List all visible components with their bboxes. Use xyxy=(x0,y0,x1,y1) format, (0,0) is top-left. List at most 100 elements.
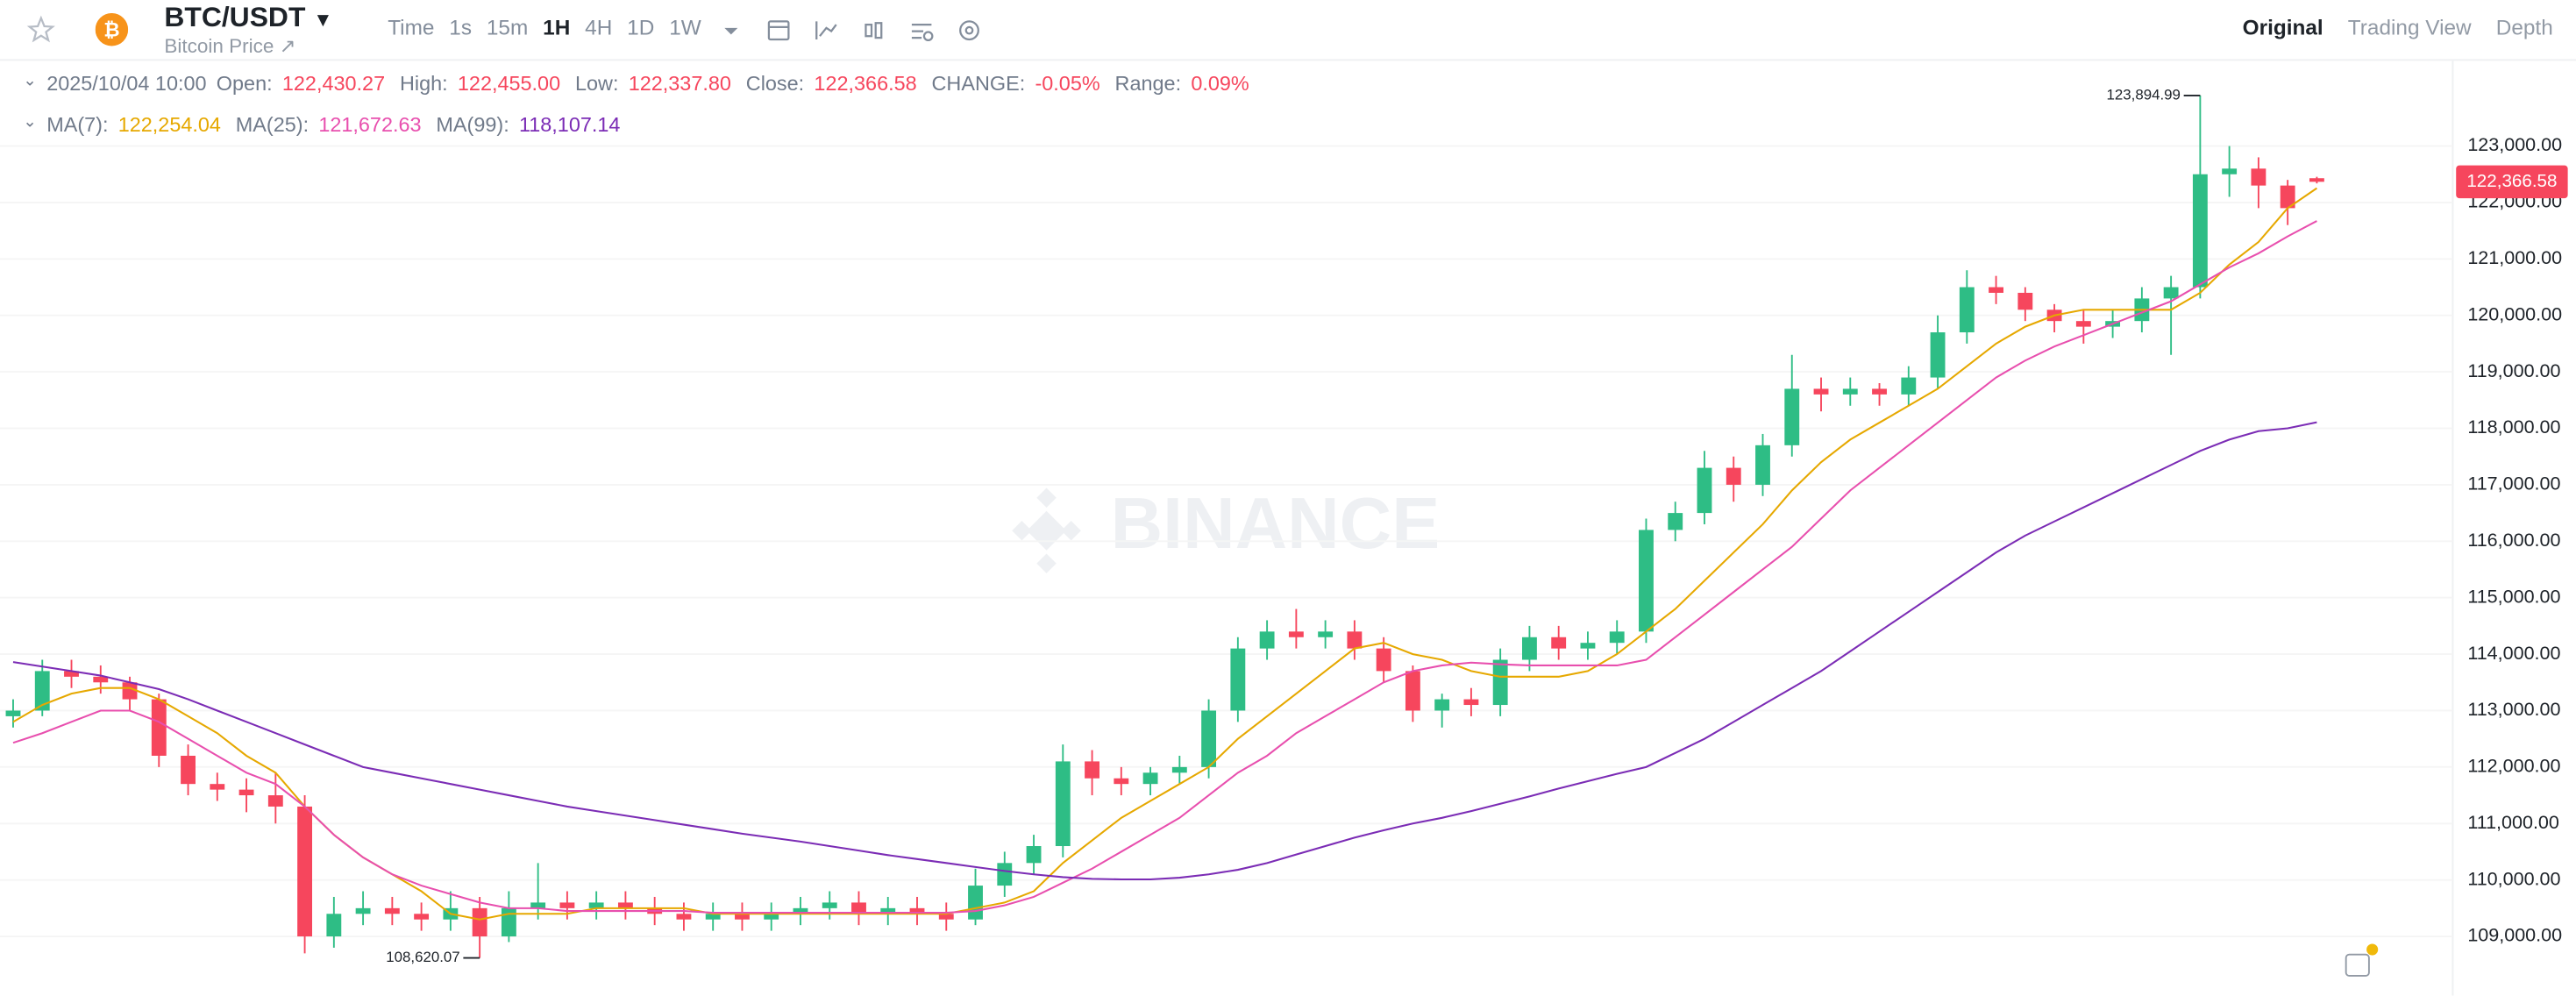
candle-body xyxy=(880,907,896,914)
candle-body xyxy=(1697,467,1712,514)
info-label: Low: xyxy=(574,72,619,96)
candle-body xyxy=(617,902,633,908)
y-tick-label: 109,000.00 xyxy=(2467,925,2562,946)
candle-body xyxy=(909,907,925,914)
ma-value: 121,672.63 xyxy=(318,113,422,137)
info-label: High: xyxy=(399,72,448,96)
info-value: 0.09% xyxy=(1191,72,1249,96)
y-tick-label: 113,000.00 xyxy=(2467,699,2560,720)
candle-body xyxy=(267,795,283,807)
candle-body xyxy=(735,914,750,920)
candle-body xyxy=(414,914,430,920)
view-tab[interactable]: Depth xyxy=(2495,14,2553,39)
candle-body xyxy=(822,902,837,908)
candle-body xyxy=(1405,671,1420,711)
candle-body xyxy=(968,886,983,920)
candle-body xyxy=(1114,778,1129,785)
interval-button[interactable]: 4H xyxy=(585,14,613,39)
candle-body xyxy=(1755,445,1770,485)
info-value: 122,366.58 xyxy=(814,72,917,96)
view-switch: Original Trading View Depth xyxy=(2243,15,2553,39)
ma-value: 118,107.14 xyxy=(518,113,621,137)
candle-body xyxy=(2075,321,2091,327)
y-tick-label: 116,000.00 xyxy=(2467,530,2560,551)
candle-body xyxy=(1055,761,1071,847)
candle-body xyxy=(1347,631,1363,649)
candle-body xyxy=(1551,637,1567,649)
candle-body xyxy=(151,699,167,756)
candle-body xyxy=(1142,772,1158,785)
candle-body xyxy=(93,676,109,683)
candle-body xyxy=(1989,287,2004,293)
candle-body xyxy=(793,907,808,914)
ma-label: MA(25): xyxy=(235,113,310,137)
candle-body xyxy=(1842,388,1858,395)
info-label: Close: xyxy=(745,72,805,96)
high-marker-label: 123,894.99 xyxy=(2107,86,2181,103)
candle-body xyxy=(1230,648,1246,711)
y-tick-label: 119,000.00 xyxy=(2467,360,2560,381)
candle-body xyxy=(1872,388,1887,395)
info-label: Range: xyxy=(1114,72,1182,96)
candle-body xyxy=(2251,168,2266,186)
interval-button[interactable]: 1H xyxy=(543,14,571,39)
y-tick-label: 120,000.00 xyxy=(2467,303,2562,324)
last-price-label: 122,366.58 xyxy=(2466,171,2557,191)
candle-body xyxy=(384,907,400,914)
last-price-tag xyxy=(2456,165,2568,199)
ma-legend: ⌄ MA(7): 122,254.04 MA(25): 121,672.63 MA(99)… xyxy=(23,113,621,137)
candle-body xyxy=(34,671,50,711)
candle-body xyxy=(1201,710,1217,767)
ma-value: 122,254.04 xyxy=(117,113,221,137)
candle-body xyxy=(210,784,225,790)
notes-icon[interactable] xyxy=(2345,943,2379,977)
symbol-text: BTC/USDT xyxy=(164,1,306,33)
y-tick-label: 114,000.00 xyxy=(2467,643,2560,664)
interval-button[interactable]: Time xyxy=(388,14,435,39)
candle-body xyxy=(1492,659,1508,706)
watermark: BINANCE xyxy=(1012,483,1440,573)
candle-body xyxy=(2222,168,2238,174)
svg-text:₿: ₿ xyxy=(103,19,119,41)
candle-body xyxy=(1901,377,1917,395)
candle-body xyxy=(1434,699,1450,711)
candle-body xyxy=(297,806,313,937)
interval-button[interactable]: 1s xyxy=(449,14,473,39)
candle-body xyxy=(1609,631,1625,644)
candle-body xyxy=(1580,643,1596,649)
candle-body xyxy=(1784,388,1800,445)
watermark-text: BINANCE xyxy=(1111,483,1441,564)
info-value: 122,430.27 xyxy=(281,72,386,96)
low-marker-label: 108,620.07 xyxy=(386,949,459,965)
interval-button[interactable]: 1D xyxy=(627,14,655,39)
symbol[interactable]: BTC/USDT ▼ xyxy=(164,1,333,33)
ma-label: MA(99): xyxy=(436,113,509,137)
candle-body xyxy=(326,914,342,937)
view-tab[interactable]: Trading View xyxy=(2347,14,2472,39)
interval-button[interactable]: 1W xyxy=(669,14,701,39)
view-tab[interactable]: Original xyxy=(2242,14,2323,39)
candle-body xyxy=(2192,174,2208,288)
candle-body xyxy=(355,907,371,914)
candle-body xyxy=(64,671,79,677)
candle-body xyxy=(559,902,575,908)
candle-body xyxy=(5,710,21,716)
candle-body xyxy=(1026,846,1042,864)
subtitle[interactable]: Bitcoin Price ↗ xyxy=(164,34,296,58)
info-label: CHANGE: xyxy=(931,72,1026,96)
candle-body xyxy=(1463,699,1479,706)
toolbar-icons xyxy=(724,20,979,42)
ma-label: MA(7): xyxy=(46,113,109,137)
candle-body xyxy=(1639,530,1654,632)
candle-body xyxy=(938,914,954,920)
candle-body xyxy=(2163,287,2179,299)
candle-body xyxy=(2309,178,2324,182)
interval-button[interactable]: 15m xyxy=(486,14,529,39)
info-value: -0.05% xyxy=(1035,72,1100,96)
favorite-star[interactable] xyxy=(26,15,56,45)
y-tick-label: 115,000.00 xyxy=(2467,586,2560,607)
candle-body xyxy=(1171,766,1187,773)
plot-area xyxy=(5,95,2324,958)
